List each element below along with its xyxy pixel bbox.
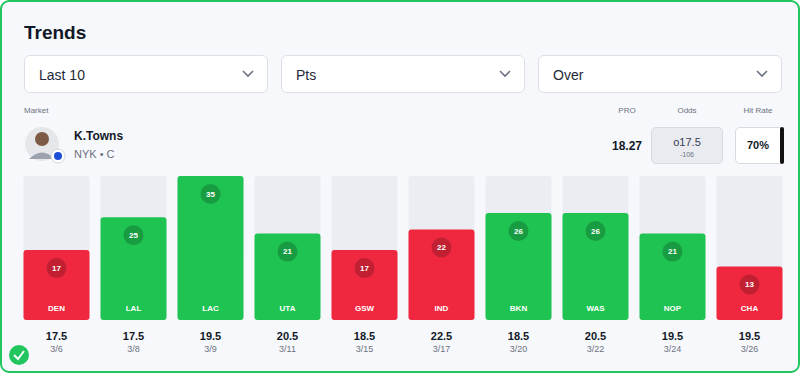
html-text:Trends: Trends (24, 22, 87, 43)
svg-text:26: 26 (514, 227, 523, 236)
svg-text:17: 17 (52, 264, 61, 273)
svg-text:IND: IND (435, 304, 449, 313)
html-text:PRO: PRO (618, 106, 636, 115)
html-text:K.Towns: K.Towns (74, 129, 124, 143)
html-text:18.27: 18.27 (612, 139, 642, 153)
html-text:Pts: Pts (296, 67, 317, 83)
svg-text:NOP: NOP (664, 304, 682, 313)
svg-text:DEN: DEN (48, 304, 65, 313)
html-text:70%: 70% (747, 139, 769, 151)
svg-text:26: 26 (591, 227, 600, 236)
html-text:Over: Over (553, 67, 584, 83)
svg-text:CHA: CHA (741, 304, 759, 313)
html-text:19.5: 19.5 (738, 330, 761, 342)
html-text:18.5: 18.5 (353, 330, 376, 342)
svg-text:21: 21 (668, 247, 677, 256)
html-text:3/22: 3/22 (586, 344, 605, 354)
html-text:20.5: 20.5 (276, 330, 299, 342)
svg-text:13: 13 (745, 280, 754, 289)
html-text:3/15: 3/15 (355, 344, 374, 354)
html-text:3/8: 3/8 (127, 344, 140, 354)
svg-text:22: 22 (437, 243, 446, 252)
html-text:Odds: Odds (677, 106, 697, 115)
svg-text:UTA: UTA (280, 304, 296, 313)
html-text:3/6: 3/6 (50, 344, 63, 354)
html-text:Hit Rate: Hit Rate (743, 106, 773, 115)
html-text:3/17: 3/17 (432, 344, 451, 354)
html-text:Last 10: Last 10 (39, 67, 85, 83)
svg-text:21: 21 (283, 247, 292, 256)
html-text:-106: -106 (680, 151, 694, 158)
html-text:3/26: 3/26 (740, 344, 759, 354)
svg-text:WAS: WAS (586, 304, 605, 313)
html-text:19.5: 19.5 (661, 330, 684, 342)
svg-text:25: 25 (129, 231, 138, 240)
html-text:19.5: 19.5 (199, 330, 222, 342)
svg-text:35: 35 (206, 190, 215, 199)
svg-text:LAL: LAL (126, 304, 142, 313)
html-text:22.5: 22.5 (430, 330, 453, 342)
html-text:Market: Market (24, 106, 49, 115)
html-text:20.5: 20.5 (584, 330, 607, 342)
svg-text:17: 17 (360, 264, 369, 273)
html-text:18.5: 18.5 (507, 330, 530, 342)
svg-text:GSW: GSW (355, 304, 375, 313)
html-text:3/24: 3/24 (663, 344, 682, 354)
svg-text:BKN: BKN (510, 304, 528, 313)
svg-text:LAC: LAC (202, 304, 219, 313)
html-text:3/9: 3/9 (204, 344, 217, 354)
html-text:3/11: 3/11 (279, 344, 296, 354)
html-text:17.5: 17.5 (45, 330, 68, 342)
html-text:3/20: 3/20 (509, 344, 528, 354)
html-text:17.5: 17.5 (122, 330, 145, 342)
html-text:o17.5: o17.5 (673, 136, 701, 148)
html-text:NYK • C: NYK • C (74, 148, 115, 160)
